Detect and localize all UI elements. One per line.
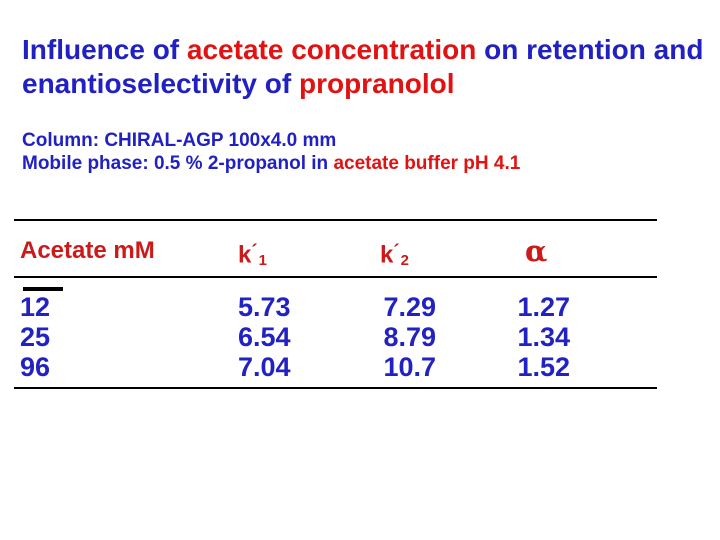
- cell-k2: 8.79: [383, 322, 436, 352]
- column-info-line: Column: CHIRAL-AGP 100x4.0 mm: [22, 129, 702, 152]
- cell-k1: 6.54: [238, 322, 291, 352]
- table-row: 12 5.73 7.29 1.27: [20, 292, 570, 322]
- cell-acetate: 96: [20, 352, 51, 382]
- k-base: k: [380, 241, 394, 269]
- title-segment: Influence of: [22, 34, 187, 65]
- dash-mark: [23, 287, 63, 291]
- cell-alpha: 1.27: [517, 292, 570, 322]
- cell-alpha: 1.52: [517, 352, 570, 382]
- cell-k2: 7.29: [383, 292, 436, 322]
- table-top-rule: [14, 219, 657, 221]
- table-row: 96 7.04 10.7 1.52: [20, 352, 570, 382]
- table-header-k1: k´1: [238, 237, 380, 275]
- table-header-k2: k´2: [380, 237, 525, 275]
- subtitle-segment: acetate buffer pH 4.1: [333, 153, 521, 174]
- cell-alpha: 1.34: [517, 322, 570, 352]
- title-segment: on retention and: [476, 34, 704, 65]
- title-segment: enantioselectivity of: [22, 68, 299, 99]
- table-header-acetate: Acetate mM: [20, 237, 155, 264]
- title-segment: propranolol: [298, 68, 455, 99]
- method-details: Column: CHIRAL-AGP 100x4.0 mm Mobile pha…: [22, 129, 702, 175]
- table-body: 12 5.73 7.29 1.27 25 6.54 8.79 1.34 96 7…: [20, 292, 570, 382]
- subtitle-segment: Column: CHIRAL-AGP 100x4.0 mm: [22, 130, 337, 151]
- title-line-2: enantioselectivity of propranolol: [22, 67, 712, 101]
- subscript: 1: [258, 253, 267, 270]
- cell-k2: 10.7: [383, 352, 436, 382]
- table-header-row: Acetate mM k´1 k´2 α: [20, 234, 605, 275]
- page-title: Influence of acetate concentration on re…: [22, 33, 712, 101]
- cell-acetate: 12: [20, 292, 51, 322]
- mobile-phase-line: Mobile phase: 0.5 % 2-propanol in acetat…: [22, 152, 702, 175]
- subtitle-segment: Mobile phase: 0.5 % 2-propanol in: [22, 153, 334, 174]
- cell-k1: 7.04: [238, 352, 291, 382]
- cell-acetate: 25: [20, 322, 51, 352]
- title-line-1: Influence of acetate concentration on re…: [22, 33, 712, 67]
- subscript: 2: [400, 253, 409, 270]
- prime-mark: ´: [251, 240, 258, 261]
- prime-mark: ´: [393, 240, 400, 261]
- title-segment: acetate concentration: [186, 34, 477, 65]
- table-row: 25 6.54 8.79 1.34: [20, 322, 570, 352]
- table-header-rule: [14, 276, 657, 278]
- k-base: k: [238, 241, 252, 269]
- table-bottom-rule: [14, 387, 657, 389]
- table-header-alpha: α: [525, 234, 548, 268]
- cell-k1: 5.73: [238, 292, 291, 322]
